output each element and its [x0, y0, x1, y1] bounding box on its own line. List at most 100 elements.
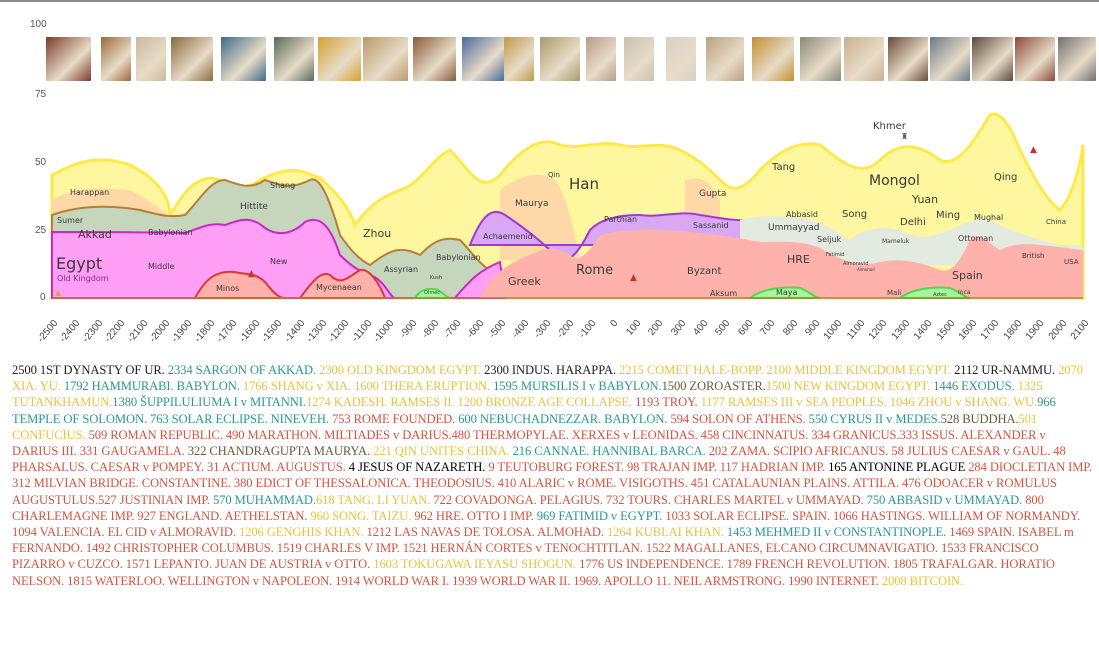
label-ming: Ming — [936, 210, 961, 221]
event-entry: 2008 BITCOIN. — [881, 573, 964, 588]
event-entry: 1193 TROY. — [635, 395, 701, 410]
label-qing: Qing — [994, 172, 1018, 183]
event-entry: 509 ROMAN REPUBLIC. 490 MARATHON. MILTIA… — [12, 427, 1046, 459]
event-entry: 2500 1ST DYNASTY OF UR. — [12, 363, 168, 377]
event-entry: 2215 COMET HALE-BOPP. 2100 MIDDLE KINGDO… — [619, 363, 955, 377]
thumbnail-caesar-bust — [586, 37, 616, 81]
event-entry: 221 QIN UNITES CHINA. — [373, 444, 513, 459]
history-stream-chart: 100 75 50 25 0 Egypt Old Kingdom Middle — [30, 19, 1096, 345]
label-china: China — [1046, 218, 1066, 226]
label-fatimid: Fatimid — [826, 252, 845, 258]
historical-events-text: 2500 1ST DYNASTY OF UR. 2334 SARGON OF A… — [12, 362, 1092, 589]
event-entry: 1792 HAMMURABI. BABYLON. — [63, 379, 243, 394]
label-inca: Inca — [958, 289, 971, 296]
event-entry: 966 TEMPLE OF SOLOMON. 763 SOLAR ECLIPSE… — [12, 395, 1056, 426]
event-entry: 960 SONG. TAIZU. — [310, 508, 415, 523]
event-entry: 550 CYRUS II v MEDES. — [808, 411, 941, 426]
event-entry: 2112 UR-NAMMU. — [954, 363, 1059, 377]
thumbnail-hoplite — [504, 37, 534, 81]
event-entry: 202 ZAMA. SCIPIO AFRICANUS. 58 JULIUS CA… — [12, 444, 1066, 475]
thumbnail-justinian-mosaic — [752, 37, 794, 81]
thumbnail-tablet-1 — [363, 37, 408, 81]
y-tick-50: 50 — [35, 157, 47, 168]
thumbnail-ishtar-lion — [462, 37, 504, 81]
label-tang: Tang — [772, 162, 796, 173]
event-entry: 1325 TUTANKHAMUN. — [12, 379, 1043, 410]
thumbnail-gold-mask — [318, 37, 361, 81]
event-entry: 4 JESUS OF NAZARETH. — [348, 460, 489, 475]
label-parthian: Parthian — [604, 215, 638, 224]
label-babylonian-2: Babylonian — [436, 253, 481, 262]
event-entry: 165 ANTONINE PLAGUE — [828, 460, 969, 475]
era-thumbnail-strip — [46, 37, 1096, 83]
label-olmec: Olmec — [424, 290, 441, 296]
label-seljuk: Seljuk — [817, 235, 842, 244]
thumbnail-goya-battle — [1015, 37, 1055, 81]
event-entry: 216 CANNAE. HANNIBAL BARCA. — [512, 444, 709, 459]
event-entry: 1274 KADESH. RAMSES II. 1200 BRONZE AGE … — [305, 395, 636, 410]
label-aksum: Aksum — [710, 289, 738, 298]
label-greek: Greek — [508, 275, 541, 288]
thumbnail-tablet-2 — [413, 37, 456, 81]
label-rome: Rome — [576, 263, 614, 278]
thumbnail-primavera — [888, 37, 928, 81]
label-assyrian: Assyrian — [384, 265, 419, 274]
event-entry: 284 DIOCLETIAN IMP. 312 MILVIAN BRIDGE. … — [12, 460, 1092, 507]
label-almohad: Almohad — [857, 267, 875, 272]
event-entry: 600 NEBUCHADNEZZAR. BABYLON. — [458, 411, 671, 426]
event-entry: 2300 INDUS. HARAPPA. — [484, 363, 620, 377]
label-akkad: Akkad — [78, 228, 112, 241]
thumbnail-manuscript — [844, 37, 884, 81]
y-tick-25: 25 — [35, 225, 47, 236]
label-hittite: Hittite — [240, 202, 268, 212]
event-entry: 750 ABBASID v UMMAYAD. — [866, 492, 1026, 507]
event-entry: 1595 MURSILIS I v BABYLON. — [493, 379, 662, 394]
event-entry: 1776 US INDEPENDENCE. 1789 FRENCH REVOLU… — [12, 557, 1055, 588]
label-maurya: Maurya — [515, 199, 549, 209]
label-almoravid: Almoravid — [843, 261, 869, 267]
event-entry: 1500 ZOROASTER. — [661, 379, 766, 394]
event-entry: 9 TEUTOBURG FOREST. 98 TRAJAN IMP. 117 H… — [488, 460, 829, 475]
label-ummayyad: Ummayyad — [768, 223, 820, 233]
event-entry: 722 COVADONGA. PELAGIUS. 732 TOURS. CHAR… — [433, 492, 867, 507]
label-mameluk: Mameluk — [882, 238, 910, 245]
volcano-icon: ▲ — [248, 269, 255, 279]
label-aztec: Aztec — [933, 292, 947, 298]
label-song: Song — [842, 209, 868, 220]
label-egypt: Egypt — [56, 254, 103, 273]
label-spain: Spain — [952, 269, 983, 282]
castle-icon: ♜ — [901, 132, 909, 141]
stream-areas — [50, 112, 1085, 300]
thumbnail-constantine-head — [666, 37, 696, 81]
thumbnail-relief-2 — [706, 37, 744, 81]
event-entry: 1469 SPAIN. ISABEL m FERNANDO. 1492 CHRI… — [12, 525, 1074, 572]
event-entry: 1380 ŠUPPILULIUMA I v MITANNI. — [112, 395, 306, 410]
label-maya: Maya — [776, 288, 798, 297]
thumbnail-moon-landing — [1058, 37, 1096, 81]
event-entry: 1206 GENGHIS KHAN. — [238, 525, 367, 540]
label-sumer: Sumer — [57, 216, 84, 225]
thumbnail-bronze-disc — [274, 37, 314, 81]
event-entry: 2300 OLD KINGDOM EGYPT. — [319, 363, 485, 377]
event-entry: 1177 RAMSES III v SEA PEOPLES. 1046 ZHOU… — [700, 395, 1038, 410]
area-europe — [193, 270, 286, 299]
y-tick-75: 75 — [35, 89, 47, 100]
label-ottoman: Ottoman — [958, 234, 994, 243]
label-shang: Shang — [270, 181, 296, 190]
volcano-icon: ▲ — [630, 273, 637, 283]
label-sassanid: Sassanid — [693, 221, 729, 230]
event-entry: 753 ROME FOUNDED. — [331, 411, 459, 426]
event-entry: 618 TANG. LI YUAN. — [315, 492, 434, 507]
label-mycenaean: Mycenaean — [316, 283, 362, 292]
label-han: Han — [569, 175, 599, 193]
label-kush: Kush — [430, 275, 442, 281]
label-zhou: Zhou — [363, 227, 392, 240]
label-mughal: Mughal — [974, 213, 1004, 222]
label-achaemenid: Achaemenid — [483, 232, 533, 241]
pyramid-icon: ▲ — [55, 288, 62, 297]
label-minos: Minos — [216, 284, 240, 293]
event-entry: 594 SOLON OF ATHENS. — [670, 411, 809, 426]
volcano-icon: ▲ — [1030, 145, 1037, 155]
thumbnail-conquest-painting — [930, 37, 970, 81]
label-mongol: Mongol — [869, 173, 920, 189]
